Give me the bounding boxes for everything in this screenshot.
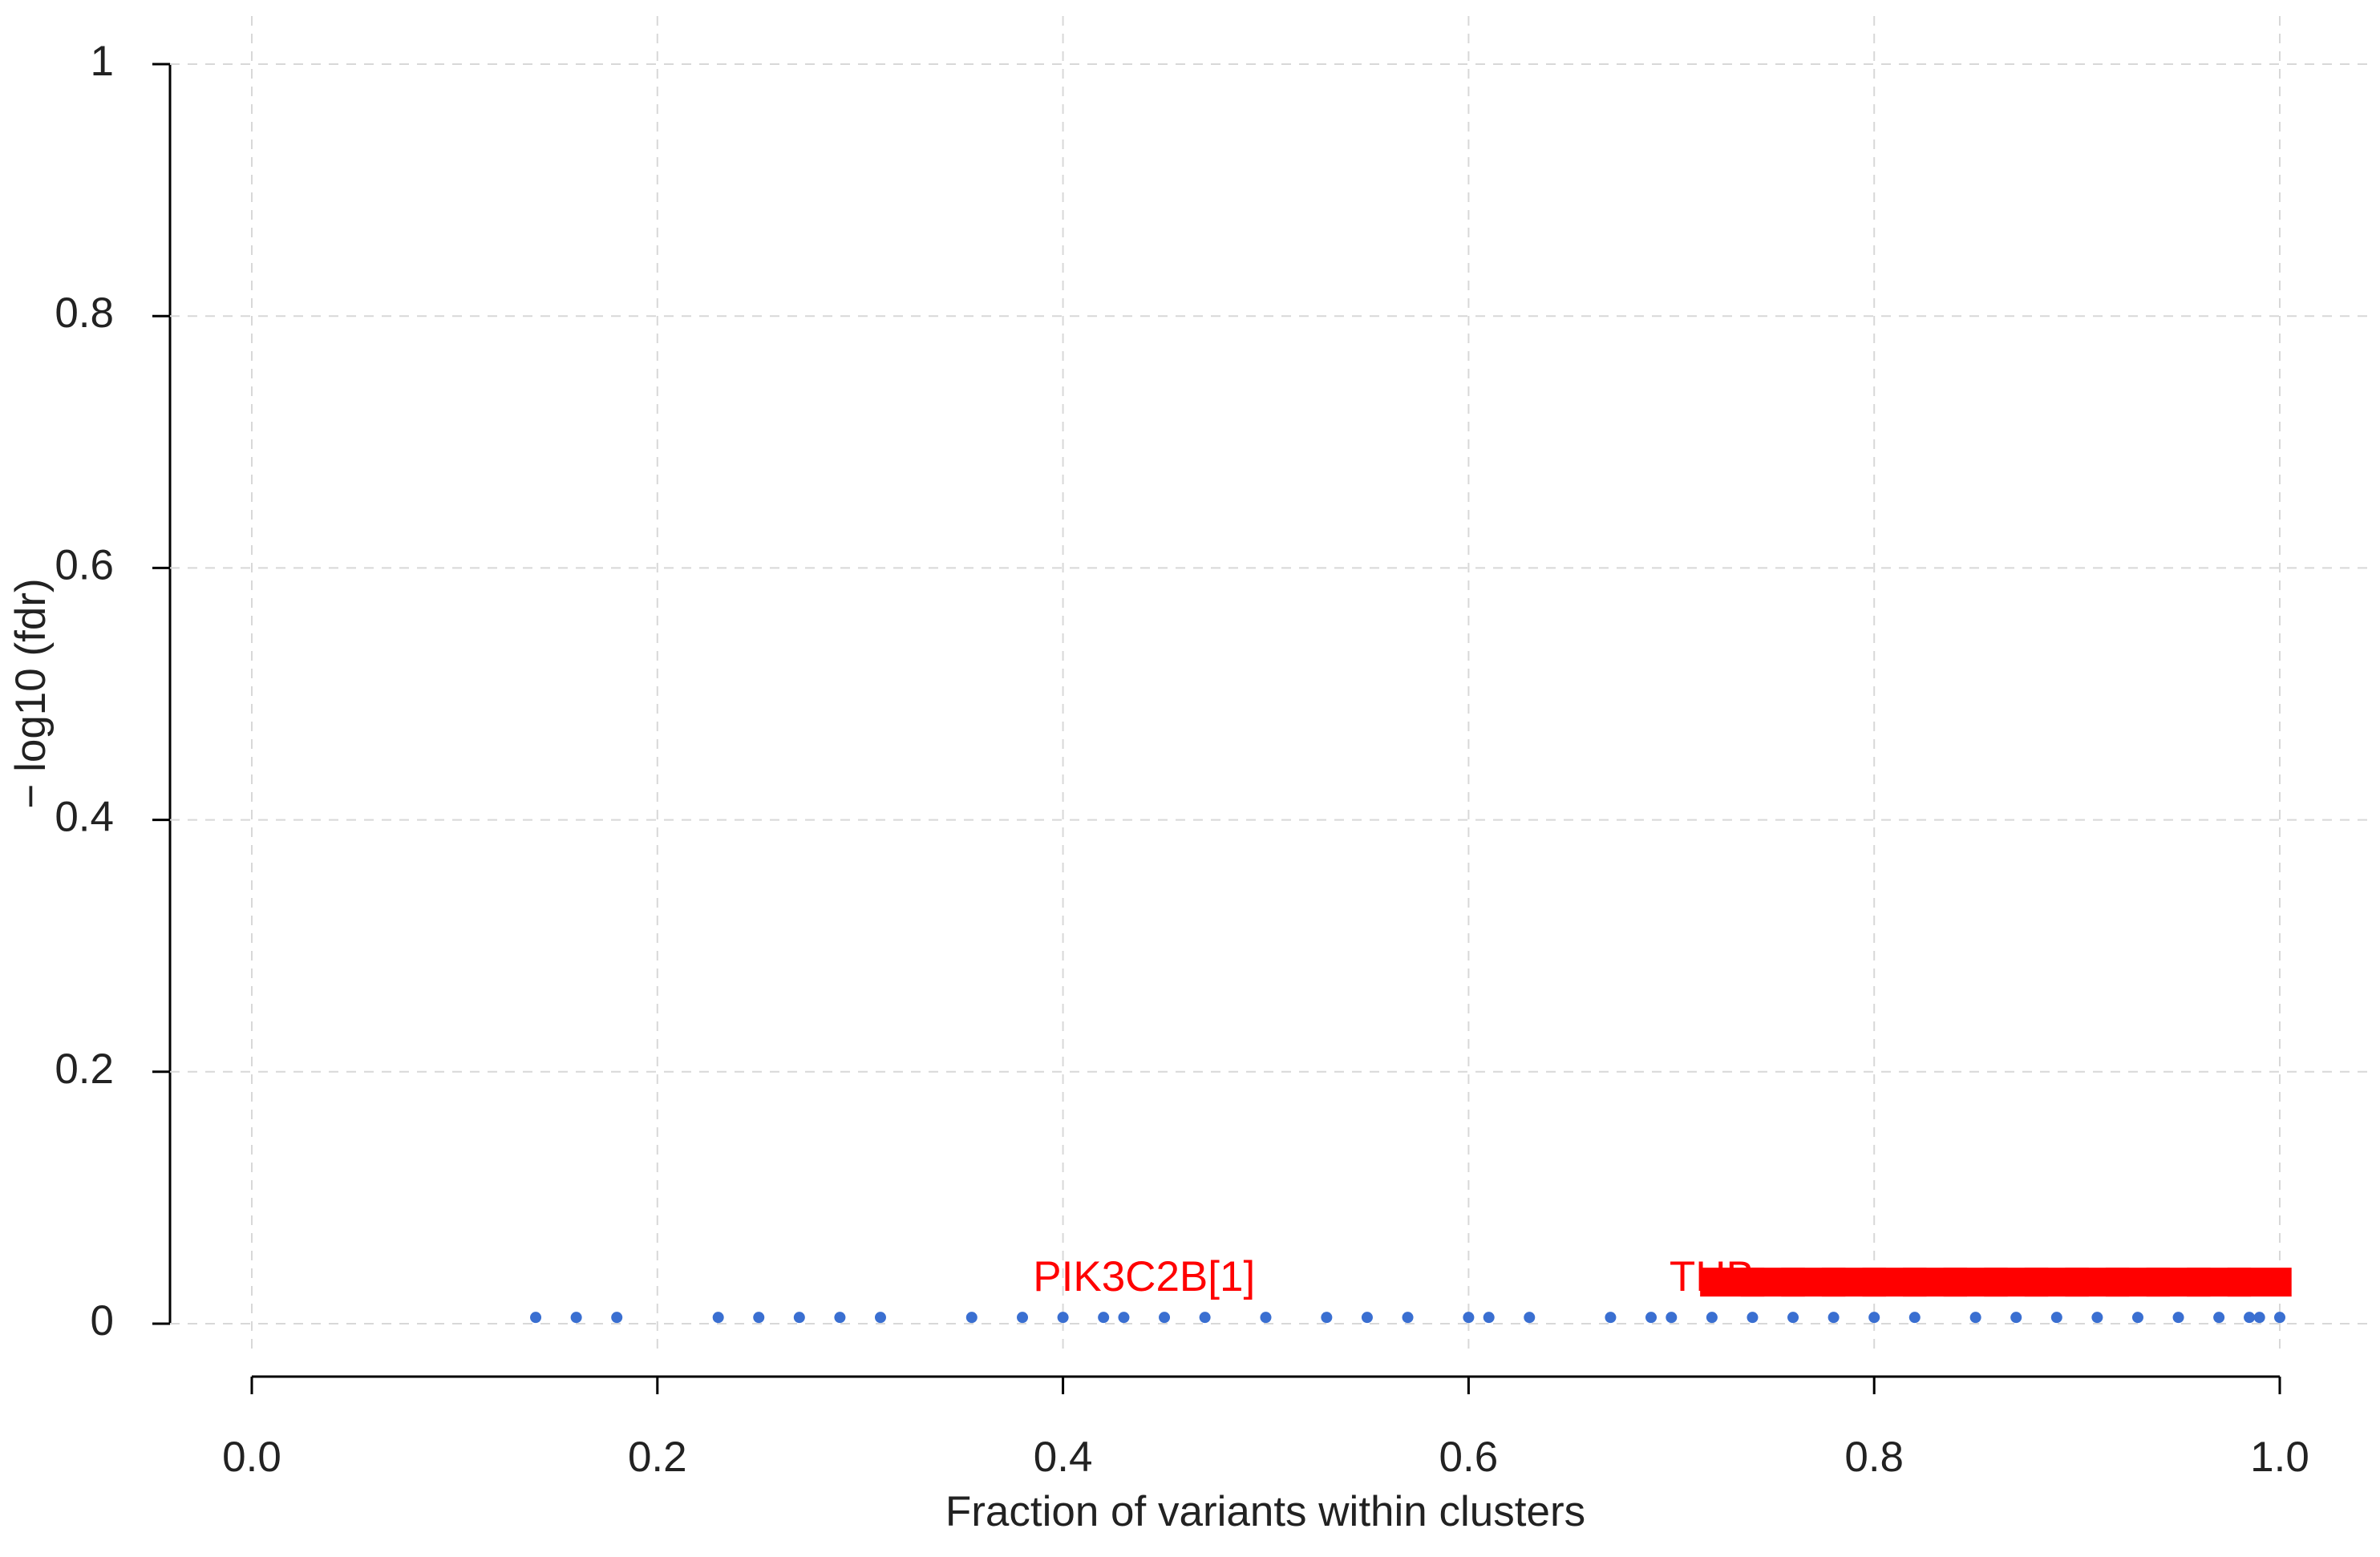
point (1463, 1312, 1475, 1324)
annotation: THB (1670, 1253, 1755, 1300)
point (2244, 1312, 2256, 1324)
y-tick-label: 1 (91, 38, 114, 85)
point (2131, 1312, 2143, 1324)
point (793, 1312, 805, 1324)
point (570, 1312, 582, 1324)
point (530, 1312, 542, 1324)
point (834, 1312, 846, 1324)
point (1321, 1312, 1333, 1324)
point (2253, 1312, 2265, 1324)
point (1868, 1312, 1880, 1324)
x-tick-label: 1.0 (2250, 1434, 2309, 1481)
point (1787, 1312, 1799, 1324)
point (1747, 1312, 1759, 1324)
point (2010, 1312, 2022, 1324)
y-tick-label: 0.4 (55, 794, 114, 841)
point (1908, 1312, 1921, 1324)
point (1402, 1312, 1414, 1324)
point (2227, 1268, 2292, 1297)
point (1057, 1312, 1069, 1324)
x-tick-label: 0.8 (1844, 1434, 1904, 1481)
point (1483, 1312, 1495, 1324)
point (1706, 1312, 1718, 1324)
annotation: PIK3C2B[1] (1033, 1253, 1255, 1300)
point (1828, 1312, 1840, 1324)
point (1645, 1312, 1658, 1324)
point (1666, 1312, 1678, 1324)
point (965, 1312, 978, 1324)
x-tick-label: 0.4 (1034, 1434, 1093, 1481)
y-tick-label: 0.2 (55, 1045, 114, 1093)
point (1969, 1312, 1981, 1324)
point (2050, 1312, 2062, 1324)
point (753, 1312, 765, 1324)
y-tick-label: 0.8 (55, 289, 114, 337)
y-tick-label: 0.6 (55, 541, 114, 588)
point (2274, 1312, 2285, 1324)
x-axis-title: Fraction of variants within clusters (945, 1488, 1585, 1535)
point (874, 1312, 886, 1324)
point (712, 1312, 724, 1324)
point (1199, 1312, 1211, 1324)
point (1361, 1312, 1373, 1324)
x-tick-label: 0.0 (222, 1434, 281, 1481)
point (1159, 1312, 1171, 1324)
point (1118, 1312, 1130, 1324)
point (1524, 1312, 1536, 1324)
point (2213, 1312, 2225, 1324)
point (2172, 1312, 2184, 1324)
y-axis-title: − log10 (fdr) (7, 578, 55, 808)
point (1017, 1312, 1029, 1324)
point (611, 1312, 623, 1324)
point (1605, 1312, 1617, 1324)
point (1260, 1312, 1272, 1324)
y-tick-label: 0 (91, 1297, 114, 1345)
point (1098, 1312, 1110, 1324)
x-tick-label: 0.2 (628, 1434, 687, 1481)
x-tick-label: 0.6 (1439, 1434, 1499, 1481)
point (2091, 1312, 2103, 1324)
